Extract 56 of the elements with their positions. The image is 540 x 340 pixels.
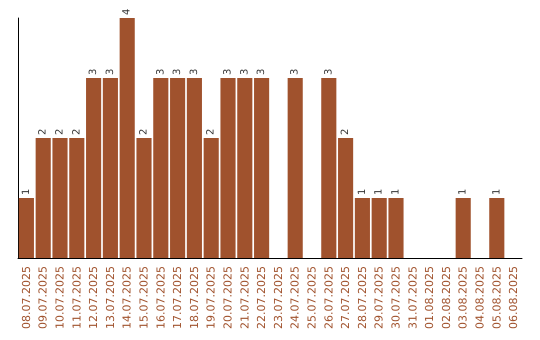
x-tick-label: 27.07.2025: [339, 266, 352, 330]
data-label: 3: [323, 68, 334, 76]
x-tick-label: 11.07.2025: [70, 266, 84, 330]
bar: [288, 78, 303, 258]
x-tick-label: 22.07.2025: [255, 266, 268, 330]
data-label: 3: [188, 68, 200, 76]
x-tick-label: 08.07.2025: [20, 266, 33, 330]
data-label: 2: [340, 128, 352, 136]
x-tick-label: 02.08.2025: [440, 266, 453, 330]
x-tick-label: 20.07.2025: [222, 266, 234, 330]
x-tick-label: 25.07.2025: [306, 266, 318, 330]
x-tick-label: 19.07.2025: [204, 266, 218, 330]
data-label: 4: [122, 8, 133, 15]
x-tick-label: 12.07.2025: [87, 266, 100, 330]
x-tick-label: 16.07.2025: [154, 266, 168, 330]
data-label: 2: [54, 128, 66, 136]
x-tick-label: 13.07.2025: [104, 266, 117, 330]
data-label: 3: [256, 68, 268, 76]
data-label: 3: [290, 68, 301, 76]
x-tick-label: 10.07.2025: [54, 266, 66, 330]
x-tick-label: 18.07.2025: [188, 266, 201, 330]
data-label: 3: [239, 68, 250, 76]
data-label: 3: [222, 68, 234, 76]
data-label: 2: [71, 128, 82, 136]
x-tick-label: 23.07.2025: [272, 266, 285, 330]
x-tick-label: 01.08.2025: [423, 266, 436, 330]
bar: [489, 198, 504, 258]
data-label: 1: [20, 188, 32, 196]
data-label: 3: [88, 68, 100, 76]
x-tick-label: 09.07.2025: [36, 266, 50, 330]
data-label: 1: [390, 188, 402, 196]
data-label: 2: [206, 128, 217, 136]
data-label: 1: [491, 188, 502, 196]
x-tick-label: 26.07.2025: [322, 266, 336, 330]
x-tick-label: 05.08.2025: [490, 266, 504, 330]
x-tick-label: 14.07.2025: [120, 266, 134, 330]
data-label: 1: [458, 188, 469, 196]
x-tick-label: 17.07.2025: [171, 266, 184, 330]
data-label: 3: [104, 68, 116, 76]
x-tick-label: 04.08.2025: [474, 266, 486, 330]
data-label: 3: [172, 68, 184, 76]
x-tick-label: 15.07.2025: [138, 266, 150, 330]
bar: [456, 198, 471, 258]
x-tick-label: 29.07.2025: [372, 266, 386, 330]
x-tick-label: 06.08.2025: [507, 266, 520, 330]
data-label: 1: [374, 188, 385, 196]
data-label: 1: [356, 188, 368, 196]
data-label: 2: [138, 128, 150, 136]
x-tick-label: 24.07.2025: [288, 266, 302, 330]
data-label: 2: [38, 128, 49, 136]
x-tick-label: 31.07.2025: [406, 266, 420, 330]
x-tick-label: 03.08.2025: [456, 266, 470, 330]
x-tick-label: 21.07.2025: [238, 266, 252, 330]
x-tick-label: 28.07.2025: [356, 266, 369, 330]
data-label: 3: [155, 68, 166, 76]
x-tick-label: 30.07.2025: [390, 266, 402, 330]
